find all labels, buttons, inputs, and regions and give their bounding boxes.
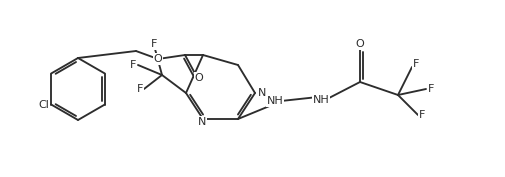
Text: Cl: Cl bbox=[39, 99, 49, 110]
Text: O: O bbox=[356, 39, 365, 49]
Text: NH: NH bbox=[267, 96, 283, 106]
Text: NH: NH bbox=[313, 95, 329, 105]
Text: N: N bbox=[198, 117, 206, 127]
Text: F: F bbox=[428, 84, 434, 94]
Text: O: O bbox=[154, 54, 163, 64]
Text: F: F bbox=[419, 110, 425, 120]
Text: F: F bbox=[413, 59, 419, 69]
Text: F: F bbox=[151, 39, 157, 49]
Text: N: N bbox=[258, 88, 266, 98]
Text: F: F bbox=[137, 84, 143, 94]
Text: F: F bbox=[130, 60, 136, 70]
Text: O: O bbox=[194, 73, 204, 83]
